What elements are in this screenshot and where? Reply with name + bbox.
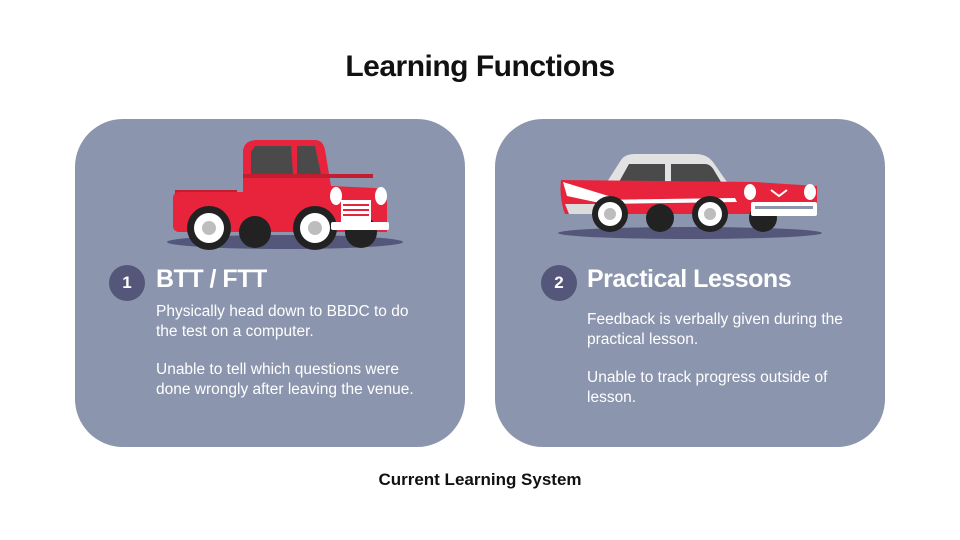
pickup-truck-icon: [167, 140, 403, 250]
number-badge: 1: [109, 265, 145, 301]
slide-caption: Current Learning System: [378, 470, 582, 489]
card-description: Unable to track progress outside of less…: [587, 369, 828, 406]
number-badge: 2: [541, 265, 577, 301]
card-description: Feedback is verbally given during the pr…: [587, 311, 843, 348]
card-title: Practical Lessons: [587, 265, 792, 293]
card-title: BTT / FTT: [156, 265, 267, 293]
card-btt-ftt: 1 BTT / FTT Physically head down to BBDC…: [75, 119, 465, 447]
slide-title: Learning Functions: [345, 50, 615, 83]
card-description: Physically head down to BBDC to do the t…: [156, 303, 409, 340]
sedan-car-icon: [558, 154, 822, 239]
card-description: Unable to tell which questions were done…: [156, 361, 414, 398]
card-practical-lessons: 2 Practical Lessons Feedback is verbally…: [495, 119, 885, 447]
